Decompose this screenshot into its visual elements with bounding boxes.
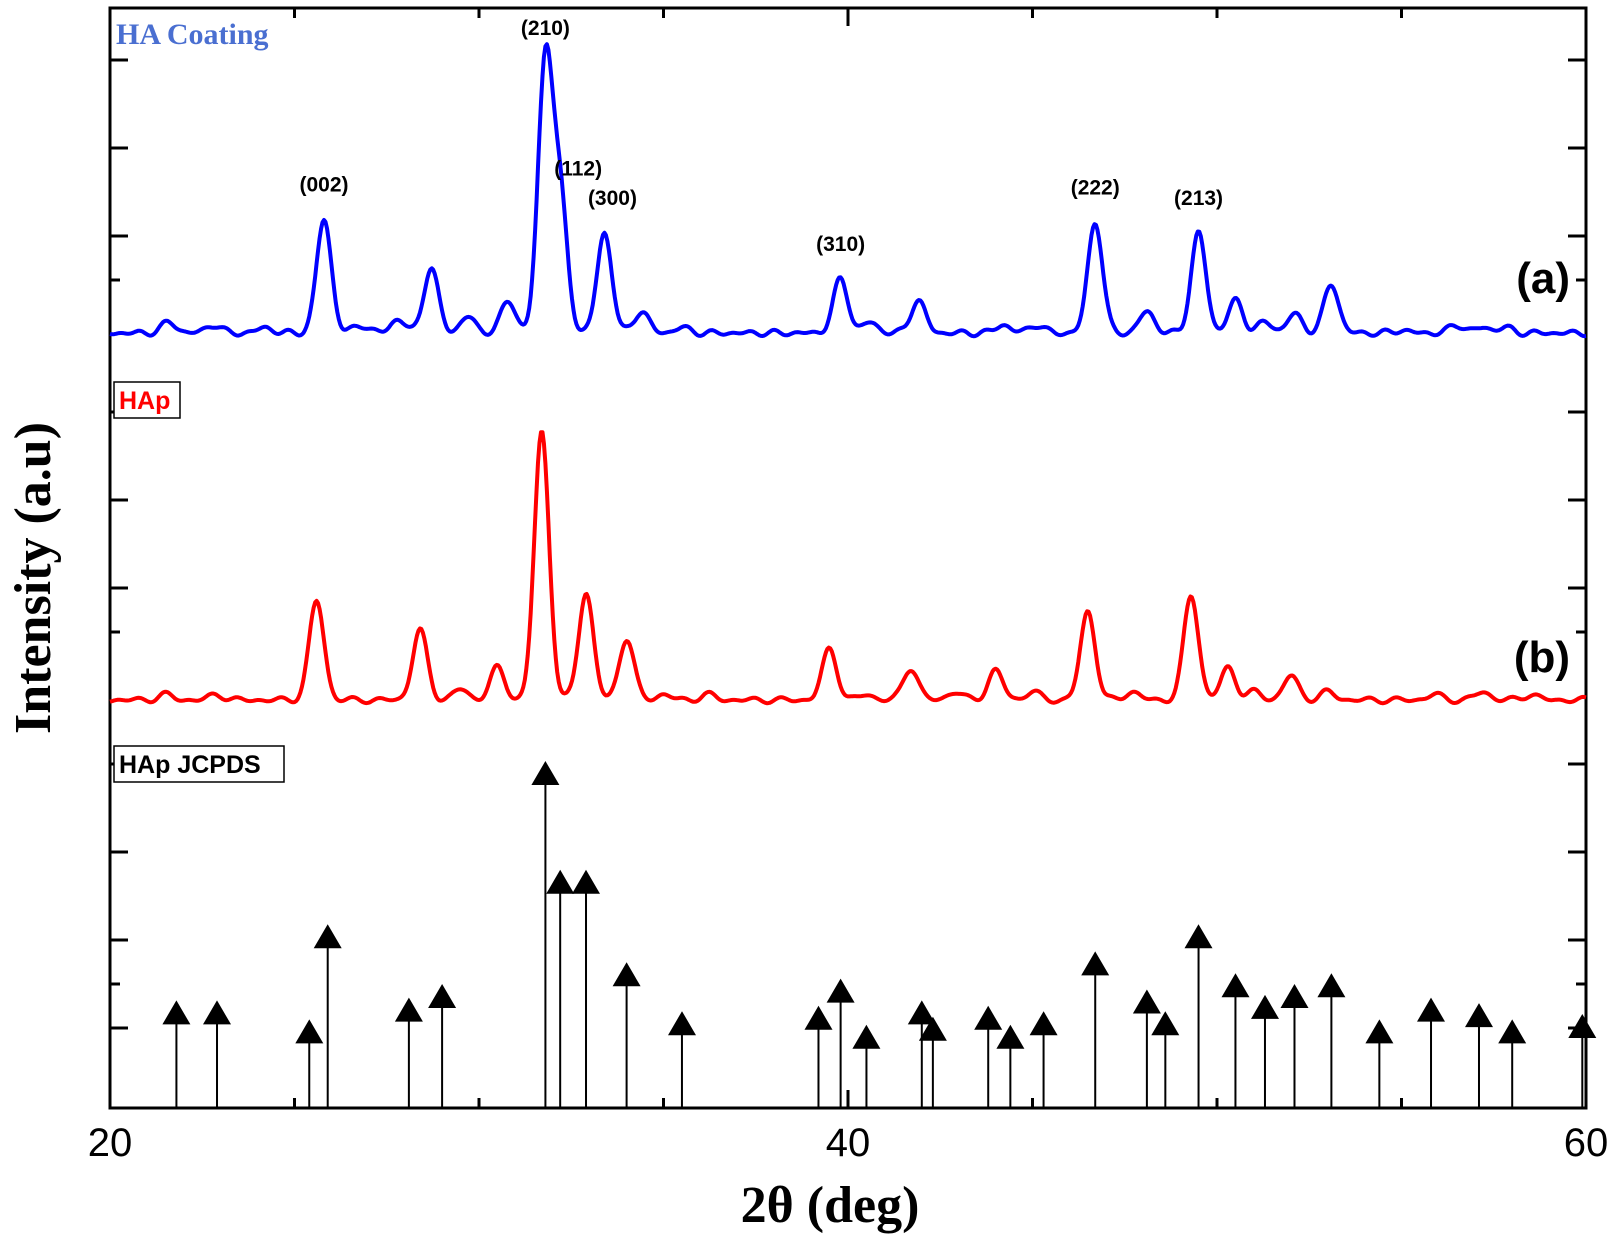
peak-label: (210) bbox=[521, 17, 570, 40]
reference-marker bbox=[1029, 1011, 1058, 1036]
reference-marker bbox=[1498, 1019, 1527, 1044]
x-tick-label: 20 bbox=[88, 1121, 133, 1165]
panel-hap: HAp (b) bbox=[109, 381, 1587, 706]
reference-marker bbox=[1221, 973, 1250, 998]
reference-marker bbox=[1568, 1014, 1597, 1038]
reference-marker bbox=[1184, 924, 1213, 949]
reference-marker bbox=[1151, 1011, 1180, 1036]
peak-label: (112) bbox=[554, 157, 602, 180]
x-tick-labels: 20 40 60 bbox=[88, 1121, 1609, 1165]
reference-marker bbox=[203, 1000, 231, 1025]
reference-marker bbox=[668, 1011, 696, 1036]
x-tick-label: 40 bbox=[826, 1121, 871, 1165]
series-name-box-jcpds bbox=[113, 745, 285, 783]
series-name-box-hap bbox=[113, 381, 181, 419]
reference-marker bbox=[531, 761, 560, 785]
reference-marker bbox=[612, 962, 641, 987]
reference-marker bbox=[852, 1024, 881, 1049]
peak-label: (222) bbox=[1071, 176, 1120, 199]
reference-marker bbox=[907, 1000, 936, 1025]
axis-ticks bbox=[108, 8, 1588, 1108]
series-name-ha-coating: HA Coating bbox=[116, 18, 269, 51]
x-tick-label: 60 bbox=[1564, 1121, 1609, 1165]
reference-marker bbox=[428, 984, 457, 1008]
reference-marker bbox=[162, 1000, 191, 1025]
peak-annotations: (002) (210) (112) (300) (310) (222) (213) bbox=[300, 17, 1224, 256]
reference-marker bbox=[1465, 1003, 1493, 1028]
x-axis-label: 2θ (deg) bbox=[741, 1177, 920, 1234]
reference-marker bbox=[1251, 994, 1279, 1019]
reference-lines bbox=[162, 761, 1597, 1108]
reference-marker bbox=[572, 869, 600, 894]
peak-label: (310) bbox=[816, 233, 865, 256]
series-name-hap: HAp bbox=[119, 387, 170, 415]
reference-marker bbox=[996, 1024, 1025, 1049]
reference-marker bbox=[394, 997, 423, 1022]
reference-marker bbox=[804, 1005, 833, 1030]
reference-marker bbox=[313, 924, 342, 949]
reference-marker bbox=[546, 869, 575, 894]
reference-marker bbox=[1081, 951, 1110, 976]
series-name-hap-jcpds: HAp JCPDS bbox=[119, 751, 261, 779]
panel-label-b: (b) bbox=[1514, 633, 1570, 682]
reference-marker bbox=[295, 1019, 324, 1044]
reference-marker bbox=[1280, 984, 1309, 1008]
panel-label-a: (a) bbox=[1516, 254, 1570, 303]
reference-marker bbox=[974, 1005, 1003, 1030]
reference-marker bbox=[1417, 997, 1445, 1022]
series-line-ha-coating bbox=[109, 42, 1587, 339]
reference-marker bbox=[1132, 989, 1161, 1014]
reference-marker bbox=[1317, 973, 1346, 998]
series-line-hap bbox=[109, 430, 1587, 706]
panel-hap-jcpds: HAp JCPDS bbox=[113, 745, 1597, 1108]
peak-label: (213) bbox=[1174, 187, 1223, 210]
reference-marker bbox=[918, 1016, 947, 1041]
y-axis-label: Intensity (a.u) bbox=[5, 422, 62, 734]
panel-ha-coating: HA Coating (a) (002) (210) (112) (300) (310)… bbox=[109, 17, 1587, 339]
reference-marker bbox=[826, 978, 855, 1003]
reference-marker bbox=[1365, 1019, 1394, 1044]
peak-label: (300) bbox=[588, 187, 637, 210]
peak-label: (002) bbox=[300, 174, 349, 197]
